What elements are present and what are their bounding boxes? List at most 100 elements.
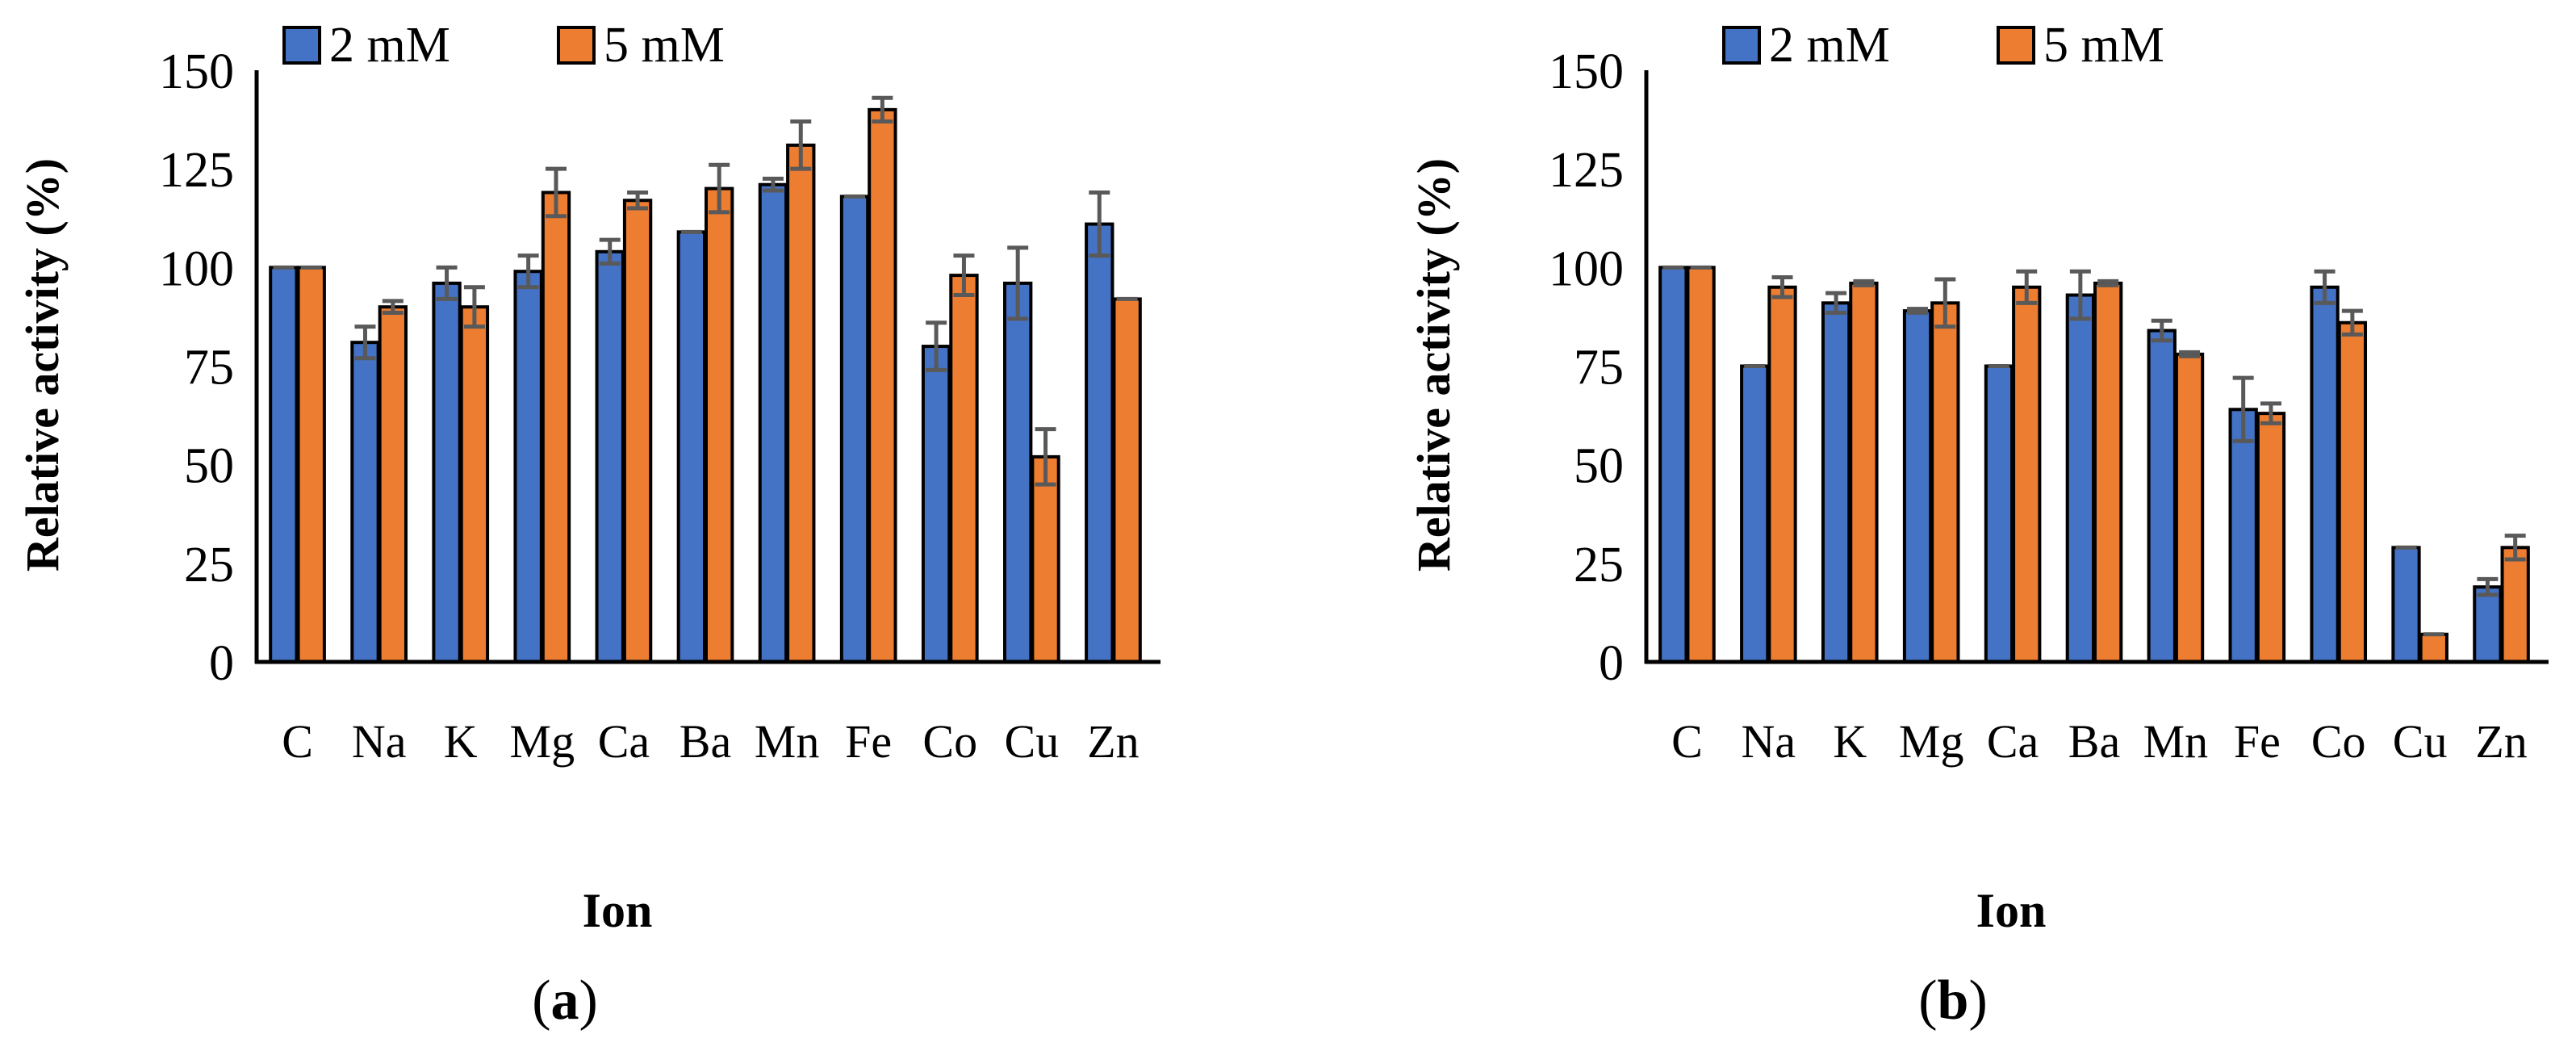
legend-label: 5 mM [604,18,725,73]
bar-2mM-Na [1740,364,1770,664]
bar-5mM-Mn [786,143,816,664]
y-tick-label: 150 [1549,44,1624,99]
bar-2mM-Zn [2473,585,2503,664]
bar-2mM-Ca [1984,364,2014,664]
bar-2mM-Cu [1003,281,1033,664]
x-tick-label: Co [2311,715,2366,768]
y-axis-label: Relative activity (%) [1407,158,1460,572]
x-tick-label: Fe [845,715,892,768]
bar-5mM-C [296,266,326,664]
bar-2mM-Mn [758,182,788,664]
panel-label-letter: b [1938,969,1969,1032]
chart-panel-b: Relative activity (%) Ion (b) 0 25 50 75 100… [1407,18,2549,1032]
bar-2mM-Fe [839,195,870,664]
bar-5mM-Ca [2012,285,2042,664]
x-tick-label: Fe [2234,715,2281,768]
legend-swatch [1997,26,2035,65]
y-tick-label: 25 [184,538,234,592]
x-tick-label: C [1671,715,1703,768]
x-tick-label: Ba [2068,715,2120,768]
bar-2mM-Fe [2228,408,2258,664]
x-tick-label: Na [1742,715,1796,768]
bar-5mM-Mg [541,191,571,664]
x-tick-label: C [282,715,313,768]
bar-5mM-Co [949,274,979,664]
legend-label: 2 mM [1769,18,1890,73]
x-tick-label: K [1833,715,1867,768]
bar-5mM-Mg [1930,301,1960,664]
bar-2mM-Mn [2147,329,2177,664]
bar-5mM-Fe [868,107,897,664]
x-tick-label: K [444,715,478,768]
y-tick-label: 0 [209,636,234,691]
bar-5mM-Mn [2174,352,2205,664]
panel-label: (b) [1918,969,1988,1032]
bar-2mM-Na [350,341,380,664]
x-axis-label: Ion [583,884,653,937]
bar-5mM-K [459,305,490,664]
bar-5mM-Zn [2500,546,2530,664]
x-tick-label: Cu [2393,715,2448,768]
x-tick-label: Ba [680,715,731,768]
bar-2mM-Ba [676,230,706,664]
bar-2mM-C [269,266,299,664]
bar-5mM-Cu [1031,454,1060,664]
bar-5mM-Cu [2419,632,2448,664]
y-tick-label: 75 [1574,341,1624,396]
panel-label: (a) [532,969,598,1032]
x-axis-label: Ion [1976,884,2047,937]
bar-2mM-K [432,281,462,664]
y-tick-label: 100 [1549,241,1624,296]
y-tick-label: 25 [1574,538,1624,592]
legend-swatch [557,26,596,65]
bar-5mM-Fe [2256,412,2286,664]
y-tick-label: 75 [184,341,234,396]
panel-label-letter: a [551,969,579,1032]
bar-2mM-Co [921,345,951,664]
bar-5mM-C [1686,266,1716,664]
bar-2mM-Mg [513,270,543,664]
legend-swatch [1722,26,1761,65]
bar-5mM-K [1849,281,1879,664]
bar-2mM-K [1821,301,1851,664]
x-tick-label: Zn [2475,715,2527,768]
bar-5mM-Zn [1112,297,1142,664]
y-tick-label: 125 [159,143,234,198]
legend-swatch [282,26,321,65]
y-tick-label: 50 [1574,439,1624,494]
y-axis-label: Relative activity (%) [16,158,69,572]
bar-5mM-Ca [622,199,653,664]
y-tick-label: 125 [1549,143,1624,198]
bar-2mM-C [1658,266,1688,664]
x-tick-label: Ca [1987,715,2039,768]
bar-5mM-Ba [705,186,734,664]
x-tick-label: Mn [2143,715,2209,768]
bar-2mM-Mg [1902,309,1933,664]
x-tick-label: Na [352,715,407,768]
bar-2mM-Ca [595,249,625,664]
legend-label: 2 mM [329,18,450,73]
x-tick-label: Co [922,715,977,768]
bar-5mM-Na [1767,285,1797,664]
legend-label: 5 mM [2043,18,2164,73]
x-tick-label: Mn [755,715,820,768]
bar-2mM-Co [2310,285,2340,664]
y-tick-label: 50 [184,439,234,494]
bar-5mM-Ba [2093,281,2123,664]
y-tick-label: 100 [159,241,234,296]
y-tick-label: 0 [1599,636,1624,691]
x-tick-label: Ca [598,715,650,768]
x-tick-label: Cu [1005,715,1060,768]
x-tick-label: Mg [1899,715,1964,768]
bar-5mM-Co [2337,320,2368,664]
x-tick-label: Mg [510,715,575,768]
chart-panel-a: Relative activity (%) Ion (a) 0 25 50 75 100… [16,18,1160,1032]
bar-2mM-Ba [2065,293,2095,664]
y-tick-label: 150 [159,44,234,99]
x-tick-label: Zn [1087,715,1139,768]
bar-2mM-Cu [2391,546,2421,664]
bar-5mM-Na [378,305,408,664]
bar-2mM-Zn [1085,222,1114,664]
